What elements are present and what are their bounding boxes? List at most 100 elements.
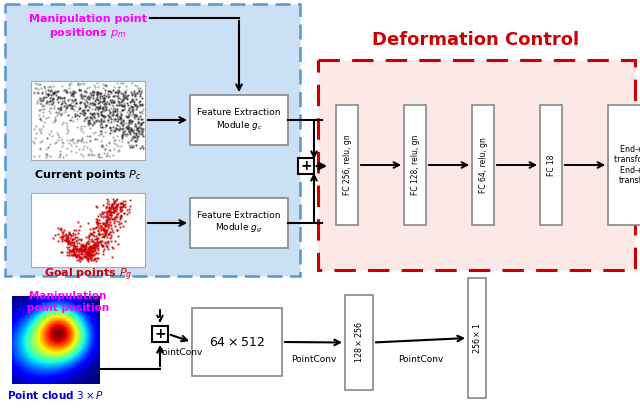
Point xyxy=(107,202,117,209)
Point xyxy=(104,231,114,238)
Point xyxy=(86,251,96,257)
Point xyxy=(61,235,71,242)
Point xyxy=(103,209,113,216)
Point xyxy=(116,120,126,126)
Point xyxy=(96,120,106,127)
Point xyxy=(90,117,100,124)
Point xyxy=(43,90,53,97)
Point xyxy=(89,100,99,107)
Point xyxy=(68,235,78,242)
Point xyxy=(108,216,118,222)
Point xyxy=(100,106,111,112)
Point xyxy=(101,229,111,236)
Point xyxy=(95,239,105,245)
Point xyxy=(131,96,141,103)
Point xyxy=(98,243,108,249)
Point xyxy=(77,244,88,250)
Bar xyxy=(336,105,358,225)
Point xyxy=(88,244,99,251)
Point xyxy=(85,243,95,250)
Point xyxy=(74,99,84,106)
Point xyxy=(93,216,104,223)
Point xyxy=(109,215,120,221)
Point xyxy=(116,126,127,133)
Point xyxy=(84,231,94,238)
Point xyxy=(97,208,108,215)
Point xyxy=(95,118,106,125)
Point xyxy=(126,88,136,95)
Point xyxy=(100,113,111,120)
Point xyxy=(104,203,115,210)
Point xyxy=(109,108,120,115)
Point xyxy=(124,98,134,105)
Point xyxy=(47,96,57,103)
Point xyxy=(99,113,109,120)
Point xyxy=(76,250,86,256)
Point xyxy=(131,123,141,129)
Point xyxy=(76,98,86,105)
Point xyxy=(102,211,112,217)
Point xyxy=(65,102,75,109)
Point xyxy=(92,243,102,250)
Point xyxy=(49,90,59,97)
Point xyxy=(74,113,84,119)
Point xyxy=(120,89,130,96)
Point xyxy=(91,258,101,264)
Point xyxy=(101,228,111,234)
Point xyxy=(135,109,145,116)
Point xyxy=(84,244,95,250)
Point xyxy=(94,230,104,236)
Point xyxy=(68,241,78,248)
Point xyxy=(130,112,140,119)
Point xyxy=(119,103,129,109)
Point xyxy=(102,211,112,217)
Point xyxy=(109,219,119,226)
Point xyxy=(117,122,127,128)
Point xyxy=(108,123,118,130)
Point xyxy=(74,240,84,246)
Point xyxy=(70,111,81,118)
Point xyxy=(85,242,95,249)
Bar xyxy=(318,60,635,270)
Point xyxy=(108,202,118,209)
Point xyxy=(115,214,125,221)
Point xyxy=(136,128,147,135)
Point xyxy=(111,200,121,207)
Point xyxy=(68,247,79,254)
Point xyxy=(108,201,118,207)
Point xyxy=(109,208,120,215)
Point xyxy=(99,227,109,234)
Point xyxy=(80,246,90,252)
Point xyxy=(60,233,70,239)
Point xyxy=(87,246,97,253)
Point xyxy=(87,249,97,255)
Bar xyxy=(472,105,494,225)
Point xyxy=(90,106,100,113)
Point xyxy=(101,204,111,211)
Point xyxy=(68,243,78,249)
Point xyxy=(88,92,98,98)
Point xyxy=(84,247,95,254)
Point xyxy=(92,233,102,239)
Point xyxy=(118,125,128,131)
Point xyxy=(84,240,94,246)
Point xyxy=(76,254,86,260)
Point xyxy=(79,247,90,254)
Point xyxy=(91,224,101,231)
Point xyxy=(115,199,125,206)
Point xyxy=(85,92,95,98)
Point xyxy=(82,238,92,245)
Point xyxy=(76,251,86,257)
Point xyxy=(102,215,112,222)
Point xyxy=(84,244,94,251)
Point xyxy=(75,246,85,253)
Point xyxy=(74,227,84,234)
Point xyxy=(78,246,88,253)
Point xyxy=(74,236,84,242)
Point xyxy=(137,131,147,138)
Point xyxy=(131,123,141,130)
Point xyxy=(107,253,117,260)
Point xyxy=(127,144,137,151)
Point xyxy=(76,246,86,253)
Bar xyxy=(608,105,640,225)
